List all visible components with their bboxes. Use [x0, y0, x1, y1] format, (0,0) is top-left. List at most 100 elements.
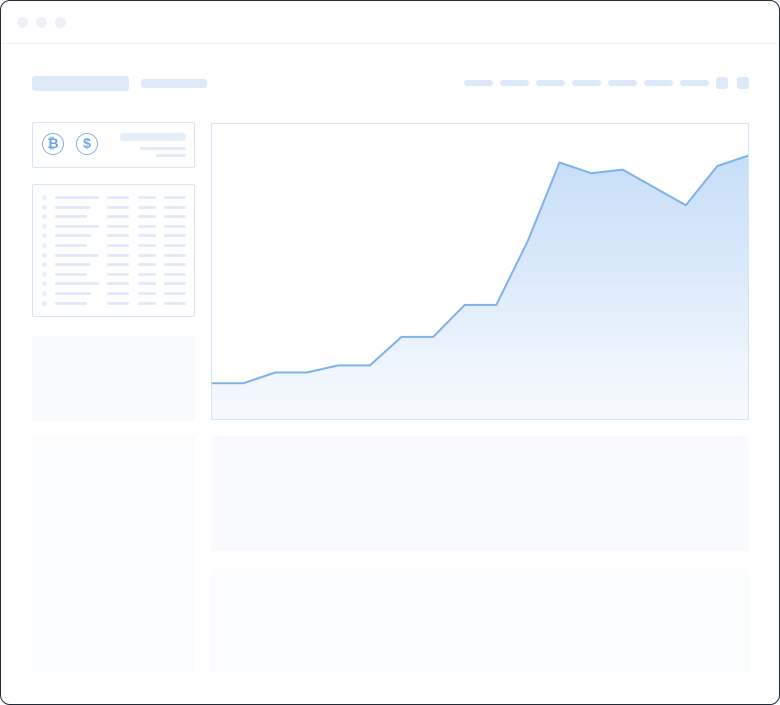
list-item[interactable]: [33, 271, 194, 278]
list-item-cell: [107, 196, 129, 199]
minimize-dot[interactable]: [36, 17, 47, 28]
list-item-cell: [55, 234, 91, 238]
list-item-cell: [138, 263, 156, 267]
page-title-placeholder: [32, 76, 129, 91]
list-item-cell: [138, 272, 156, 276]
list-item-cell: [138, 215, 156, 219]
list-item-cell: [55, 263, 91, 267]
list-item-cell: [164, 272, 186, 276]
list-item-cell: [164, 253, 186, 257]
page-subtitle-placeholder: [141, 79, 207, 88]
list-item-cell: [138, 282, 156, 286]
list-item-cell: [138, 253, 156, 257]
close-dot[interactable]: [17, 17, 28, 28]
nav-item-7[interactable]: [680, 80, 709, 86]
nav-icon-button-1[interactable]: [716, 77, 728, 89]
list-item-cell: [164, 244, 186, 247]
title-bar: [1, 1, 779, 44]
list-item-cell: [164, 224, 186, 228]
list-item-cell: [138, 292, 156, 295]
list-item-cell: [107, 292, 129, 295]
nav-icon-button-2[interactable]: [737, 77, 749, 89]
maximize-dot[interactable]: [55, 17, 66, 28]
list-item-cell: [138, 234, 156, 238]
list-item-cell: [107, 253, 129, 257]
list-item[interactable]: [33, 223, 194, 230]
balance-sub-placeholder-2: [156, 154, 186, 157]
list-item[interactable]: [33, 243, 194, 249]
asset-list-card: [32, 184, 195, 317]
price-chart[interactable]: [211, 123, 749, 420]
list-item-dot: [42, 281, 47, 287]
list-item-cell: [164, 282, 186, 286]
list-item-dot: [42, 252, 47, 258]
list-item-cell: [107, 224, 129, 228]
list-item-cell: [164, 196, 186, 199]
nav-item-1[interactable]: [464, 80, 493, 86]
list-item-cell: [107, 215, 129, 219]
list-item-dot: [42, 262, 47, 268]
list-item-dot: [42, 233, 47, 239]
balance-sub-placeholder: [140, 147, 186, 150]
list-item[interactable]: [33, 291, 194, 297]
chart-details-placeholder: [211, 436, 749, 551]
list-item-cell: [164, 292, 186, 295]
nav-item-5[interactable]: [608, 80, 637, 86]
list-item-dot: [42, 243, 47, 248]
list-item-cell: [138, 224, 156, 228]
list-item-cell: [107, 282, 129, 286]
list-item[interactable]: [33, 300, 194, 307]
list-item-cell: [55, 196, 99, 199]
list-item-cell: [138, 244, 156, 247]
list-item[interactable]: [33, 214, 194, 220]
list-item-cell: [55, 224, 99, 228]
list-item[interactable]: [33, 252, 194, 259]
price-chart-svg: [212, 154, 748, 419]
list-item-cell: [164, 205, 186, 209]
list-item-cell: [107, 234, 129, 238]
list-item-cell: [164, 263, 186, 267]
list-item-dot: [42, 214, 47, 220]
list-item-dot: [42, 195, 47, 200]
dollar-icon[interactable]: $: [76, 133, 98, 155]
list-item[interactable]: [33, 195, 194, 201]
list-item-cell: [55, 282, 99, 286]
list-item-dot: [42, 300, 47, 306]
list-item-cell: [138, 196, 156, 199]
left-panel-placeholder: [32, 336, 195, 421]
list-item-cell: [107, 301, 129, 305]
left-panel-placeholder-2: [32, 436, 195, 672]
series-line: [212, 154, 748, 385]
list-item[interactable]: [33, 233, 194, 239]
list-item-dot: [42, 271, 47, 277]
list-item-cell: [55, 205, 91, 209]
balance-placeholder: [120, 133, 186, 141]
list-item-dot: [42, 223, 47, 229]
list-item-cell: [138, 205, 156, 209]
list-item-dot: [42, 291, 47, 296]
list-item[interactable]: [33, 281, 194, 287]
list-item-cell: [138, 301, 156, 305]
list-item-cell: [55, 244, 87, 247]
list-item-cell: [55, 301, 87, 305]
nav-item-3[interactable]: [536, 80, 565, 86]
list-item[interactable]: [33, 262, 194, 268]
transactions-placeholder: [211, 569, 749, 672]
list-item-cell: [107, 263, 129, 267]
nav-item-2[interactable]: [500, 80, 529, 86]
list-item-dot: [42, 204, 47, 210]
list-item-cell: [55, 272, 87, 276]
list-item-cell: [107, 244, 129, 247]
list-item[interactable]: [33, 204, 194, 211]
nav-item-6[interactable]: [644, 80, 673, 86]
nav-item-4[interactable]: [572, 80, 601, 86]
list-item-cell: [164, 301, 186, 305]
bitcoin-icon[interactable]: ₿: [42, 133, 64, 155]
wallet-card[interactable]: ₿ $: [32, 122, 195, 168]
list-item-cell: [107, 205, 129, 209]
list-item-cell: [164, 234, 186, 238]
list-item-cell: [55, 292, 91, 295]
list-item-cell: [55, 253, 99, 257]
list-item-cell: [55, 215, 87, 219]
